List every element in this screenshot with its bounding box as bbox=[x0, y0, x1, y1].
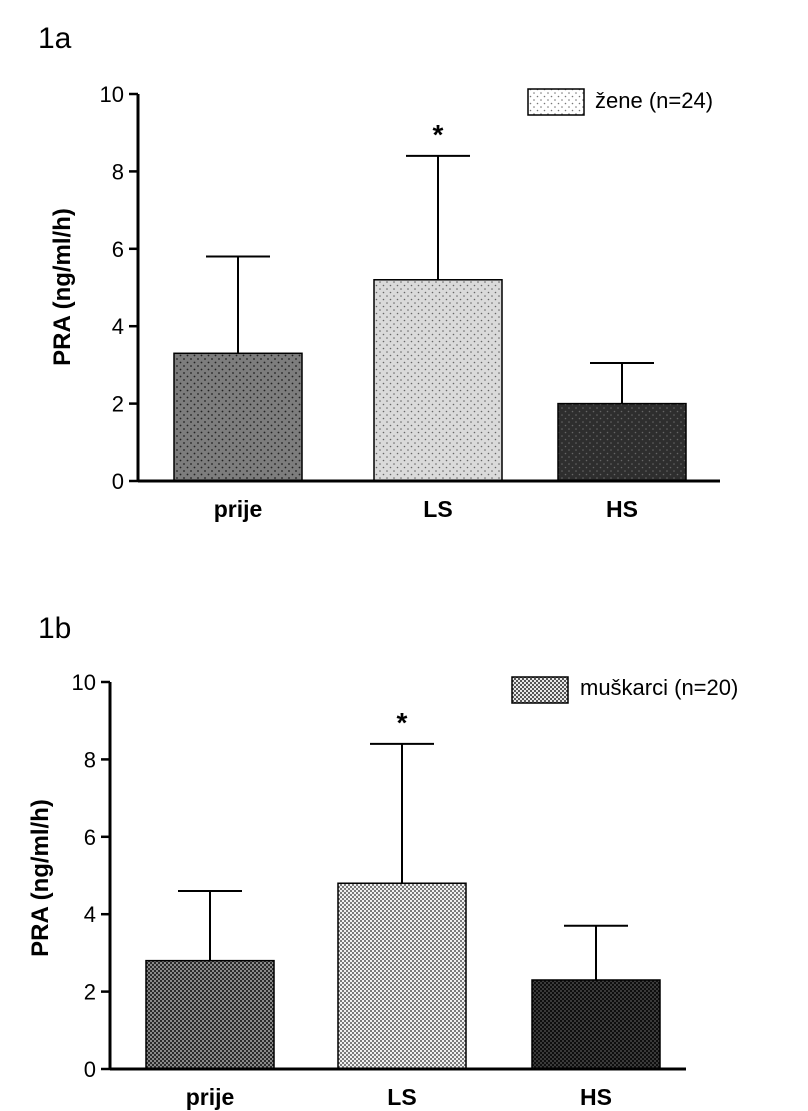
bar-hs bbox=[531, 979, 661, 1070]
legend-label: muškarci (n=20) bbox=[580, 675, 738, 700]
x-tick-label: LS bbox=[423, 496, 452, 522]
legend-swatch bbox=[527, 88, 585, 116]
error-bar bbox=[590, 361, 654, 404]
y-tick-label: 0 bbox=[112, 469, 124, 494]
significance-marker: * bbox=[433, 119, 444, 150]
bar-hs bbox=[557, 402, 687, 482]
y-tick-label: 6 bbox=[84, 825, 96, 850]
y-tick-label: 4 bbox=[112, 314, 124, 339]
y-tick-label: 8 bbox=[112, 159, 124, 184]
x-tick-label: HS bbox=[606, 496, 638, 522]
x-tick-label: prije bbox=[214, 496, 263, 522]
x-tick-label: HS bbox=[580, 1084, 612, 1110]
bar-ls bbox=[337, 882, 467, 1070]
x-tick-label: prije bbox=[186, 1084, 235, 1110]
y-tick-label: 2 bbox=[112, 392, 124, 417]
error-bar bbox=[206, 255, 270, 354]
y-axis-label: PRA (ng/ml/h) bbox=[27, 799, 54, 957]
y-tick-label: 10 bbox=[100, 82, 124, 107]
y-axis-label: PRA (ng/ml/h) bbox=[49, 208, 76, 366]
error-bar bbox=[406, 154, 470, 280]
bar-prije bbox=[173, 352, 303, 482]
y-tick-label: 8 bbox=[84, 747, 96, 772]
chart-marks: prije * LS HS 0 2 4 6 8 10 bbox=[72, 670, 686, 1110]
legend-label: žene (n=24) bbox=[595, 88, 713, 113]
legend-swatch bbox=[511, 676, 569, 704]
y-tick-label: 2 bbox=[84, 980, 96, 1005]
chart-marks: prije * LS HS 0 2 4 6 8 10 bbox=[100, 82, 720, 522]
x-tick-label: LS bbox=[387, 1084, 416, 1110]
bar-prije bbox=[145, 959, 275, 1070]
y-tick-label: 6 bbox=[112, 237, 124, 262]
y-tick-label: 10 bbox=[72, 670, 96, 695]
panel-label: 1b bbox=[38, 612, 71, 645]
y-tick-label: 0 bbox=[84, 1057, 96, 1082]
error-bar bbox=[178, 889, 242, 961]
error-bar bbox=[370, 742, 434, 884]
y-tick-label: 4 bbox=[84, 902, 96, 927]
bar-ls bbox=[373, 279, 503, 482]
panel-label: 1a bbox=[38, 22, 72, 55]
chart-panel-1b: 1b PRA (ng/ml/h) muškarci (n=20) prije * L… bbox=[27, 612, 738, 1110]
significance-marker: * bbox=[397, 707, 408, 738]
chart-panel-1a: 1a PRA (ng/ml/h) žene (n=24) prije * LS HS 0… bbox=[38, 22, 720, 522]
error-bar bbox=[564, 924, 628, 980]
